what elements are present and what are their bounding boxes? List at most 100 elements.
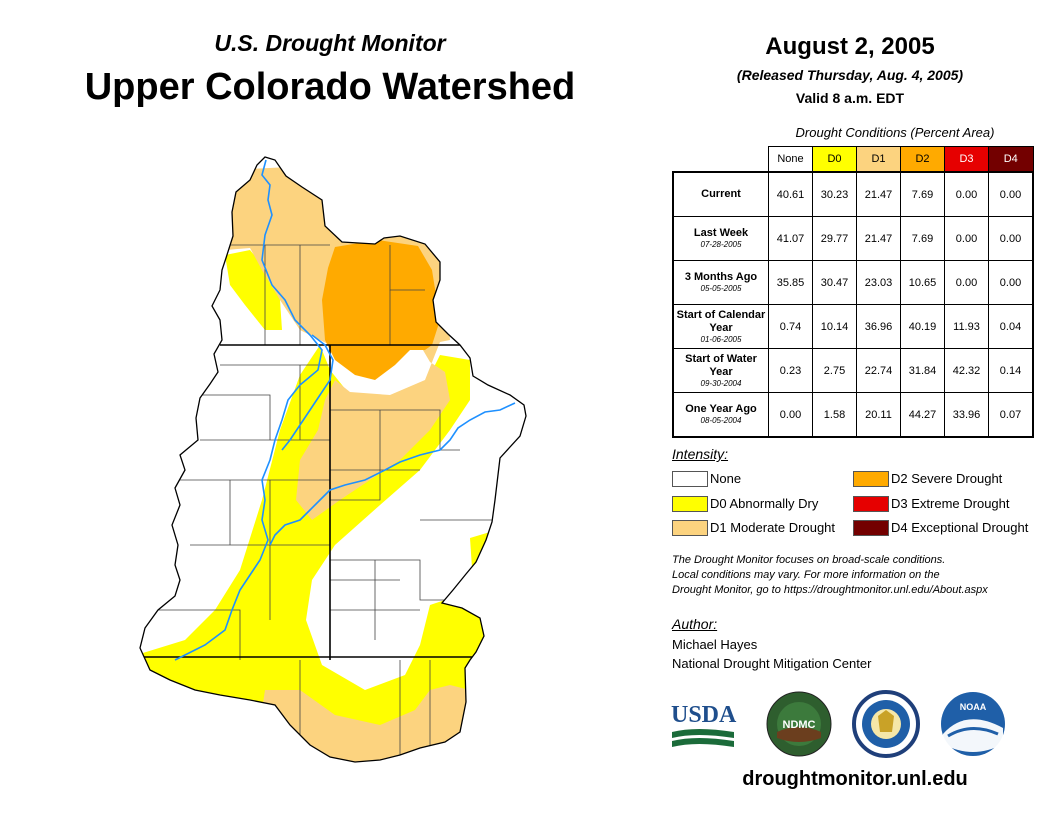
note-line: Drought Monitor, go to https://droughtmo… xyxy=(672,584,988,596)
table-cell: 10.65 xyxy=(900,260,945,305)
state-boundaries xyxy=(140,344,490,660)
green-river xyxy=(174,159,323,661)
table-cell: 29.77 xyxy=(812,216,857,261)
commerce-seal-logo xyxy=(852,690,920,758)
col-header: D4 xyxy=(988,146,1034,173)
row-date: 05-05-2005 xyxy=(700,284,742,293)
table-cell: 0.07 xyxy=(988,392,1034,438)
table-cell: 33.96 xyxy=(944,392,989,438)
table-row: Start of Calendar Year 01-06-2005 0.74 10.1… xyxy=(672,304,1034,349)
row-label-text: Start of Calendar Year xyxy=(676,308,766,334)
col-header: D1 xyxy=(856,146,901,173)
table-caption: Drought Conditions (Percent Area) xyxy=(795,125,995,140)
table-cell: 1.58 xyxy=(812,392,857,438)
table-cell: 0.23 xyxy=(768,348,813,393)
row-label-text: Start of Water Year xyxy=(685,352,757,378)
row-label: Start of Calendar Year 01-06-2005 xyxy=(672,304,769,349)
table-cell: 22.74 xyxy=(856,348,901,393)
table-cell: 2.75 xyxy=(812,348,857,393)
table-cell: 0.00 xyxy=(988,260,1034,305)
noaa-logo: NOAA xyxy=(941,692,1005,756)
website-url[interactable]: droughtmonitor.unl.edu xyxy=(742,768,968,790)
row-label-text: One Year Ago xyxy=(685,403,757,415)
row-label: Current xyxy=(672,171,769,217)
legend-label: D0 Abnormally Dry xyxy=(710,496,819,511)
row-label: One Year Ago 08-05-2004 xyxy=(672,392,769,438)
table-cell: 7.69 xyxy=(900,171,945,217)
map-date: August 2, 2005 xyxy=(765,33,935,60)
row-label-text: Last Week xyxy=(693,227,749,239)
tributary-river xyxy=(281,334,334,451)
legend-swatch xyxy=(672,471,708,487)
table-cell: 21.47 xyxy=(856,171,901,217)
disclaimer-note: The Drought Monitor focuses on broad-sca… xyxy=(672,553,1042,598)
table-cell: 30.23 xyxy=(812,171,857,217)
legend-label: D4 Exceptional Drought xyxy=(891,520,1029,535)
colorado-river xyxy=(269,402,516,546)
watershed-outline xyxy=(139,156,527,763)
valid-time: Valid 8 a.m. EDT xyxy=(795,90,905,106)
table-cell: 44.27 xyxy=(900,392,945,438)
row-date: 07-28-2005 xyxy=(700,240,742,249)
d0-area-north xyxy=(225,250,282,330)
release-date: (Released Thursday, Aug. 4, 2005) xyxy=(736,67,964,83)
legend-swatch xyxy=(853,520,889,536)
table-row: Current 40.61 30.23 21.47 7.69 0.00 0.00 xyxy=(672,171,1034,217)
table-cell: 30.47 xyxy=(812,260,857,305)
d1-area-south xyxy=(250,685,470,762)
table-cell: 20.11 xyxy=(856,392,901,438)
row-date: 08-05-2004 xyxy=(700,416,742,425)
map-subtitle: U.S. Drought Monitor xyxy=(214,30,446,56)
legend-label: None xyxy=(710,471,742,486)
legend-label: D3 Extreme Drought xyxy=(891,496,1010,511)
table-cell: 0.00 xyxy=(768,392,813,438)
table-cell: 35.85 xyxy=(768,260,813,305)
usda-logo: USDA xyxy=(671,702,737,747)
drought-areas xyxy=(140,157,526,762)
table-cell: 10.14 xyxy=(812,304,857,349)
map-title: Upper Colorado Watershed xyxy=(84,66,576,108)
ndmc-logo: NDMC xyxy=(766,691,832,757)
table-cell: 0.04 xyxy=(988,304,1034,349)
ndmc-logo-text: NDMC xyxy=(783,719,816,731)
table-cell: 0.00 xyxy=(988,171,1034,217)
row-label: 3 Months Ago 05-05-2005 xyxy=(672,260,769,305)
noaa-logo-text: NOAA xyxy=(960,702,987,712)
row-label: Last Week 07-28-2005 xyxy=(672,216,769,261)
note-line: Local conditions may vary. For more info… xyxy=(672,569,940,581)
row-label-text: Current xyxy=(701,188,741,200)
watershed-map xyxy=(139,156,527,763)
table-cell: 40.61 xyxy=(768,171,813,217)
table-cell: 40.19 xyxy=(900,304,945,349)
table-cell: 0.00 xyxy=(944,216,989,261)
author-name: Michael Hayes xyxy=(672,637,758,652)
row-date: 09-30-2004 xyxy=(700,378,742,388)
row-date: 01-06-2005 xyxy=(700,334,742,344)
table-cell: 23.03 xyxy=(856,260,901,305)
legend-label: D2 Severe Drought xyxy=(891,471,1003,486)
table-cell: 7.69 xyxy=(900,216,945,261)
author-label: Author: xyxy=(672,616,718,632)
legend-swatch xyxy=(853,496,889,512)
table-cell: 42.32 xyxy=(944,348,989,393)
table-cell: 0.00 xyxy=(944,260,989,305)
legend-swatch xyxy=(853,471,889,487)
author-org: National Drought Mitigation Center xyxy=(672,656,872,671)
col-header: None xyxy=(768,146,813,173)
col-header: D0 xyxy=(812,146,857,173)
note-line: The Drought Monitor focuses on broad-sca… xyxy=(672,554,946,566)
col-header: D3 xyxy=(944,146,989,173)
table-cell: 41.07 xyxy=(768,216,813,261)
col-header: D2 xyxy=(900,146,945,173)
row-label-text: 3 Months Ago xyxy=(684,271,758,283)
table-cell: 0.00 xyxy=(944,171,989,217)
table-cell: 31.84 xyxy=(900,348,945,393)
usda-logo-text: USDA xyxy=(671,702,737,728)
table-cell: 0.74 xyxy=(768,304,813,349)
table-cell: 36.96 xyxy=(856,304,901,349)
table-cell: 21.47 xyxy=(856,216,901,261)
legend-title: Intensity: xyxy=(672,446,729,462)
row-label: Start of Water Year 09-30-2004 xyxy=(672,348,769,393)
legend-swatch xyxy=(672,496,708,512)
drought-conditions-table: None D0 D1 D2 D3 D4 Current 40.61 30.23 21.… xyxy=(672,146,1034,438)
